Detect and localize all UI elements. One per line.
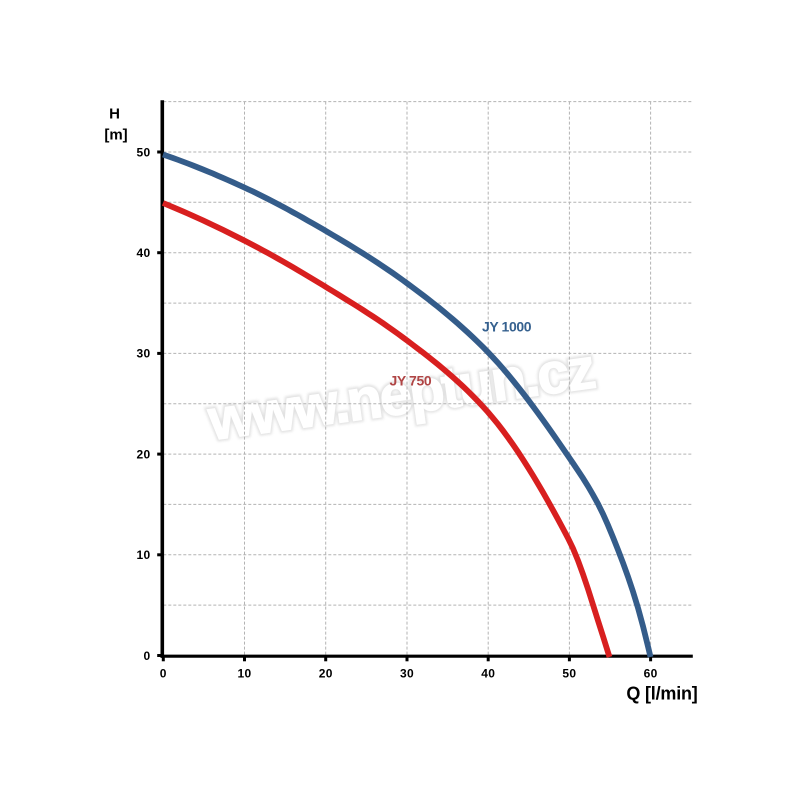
svg-text:60: 60	[644, 666, 658, 680]
svg-text:10: 10	[137, 548, 151, 562]
svg-text:50: 50	[562, 666, 576, 680]
svg-text:[m]: [m]	[104, 126, 127, 143]
svg-text:JY 750: JY 750	[390, 373, 432, 389]
svg-text:H: H	[109, 105, 120, 122]
svg-text:JY 1000: JY 1000	[482, 319, 532, 335]
svg-text:20: 20	[319, 666, 333, 680]
svg-text:20: 20	[137, 447, 151, 461]
svg-text:50: 50	[137, 145, 151, 159]
svg-text:40: 40	[137, 246, 151, 260]
svg-text:30: 30	[400, 666, 414, 680]
svg-text:30: 30	[137, 347, 151, 361]
svg-text:0: 0	[160, 666, 167, 680]
svg-text:10: 10	[238, 666, 252, 680]
svg-text:0: 0	[144, 649, 151, 663]
svg-text:Q [l/min]: Q [l/min]	[626, 684, 697, 704]
svg-text:40: 40	[481, 666, 495, 680]
